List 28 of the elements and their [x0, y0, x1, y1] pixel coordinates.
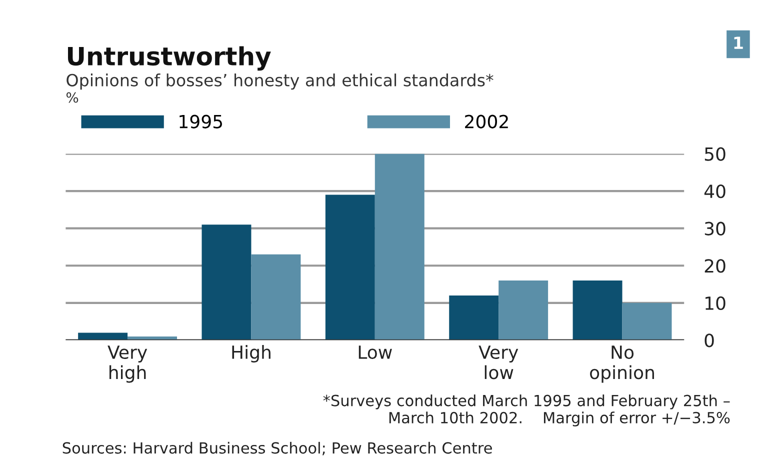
x-tick-label: Low — [358, 346, 392, 360]
bar — [622, 302, 672, 340]
x-tick-label: Very high — [108, 346, 148, 383]
legend-label: 2002 — [465, 114, 508, 128]
bar — [325, 194, 375, 340]
y-tick-label: 0 — [704, 334, 714, 348]
y-axis-title: % — [66, 92, 78, 103]
x-tick-label: Very low — [478, 346, 518, 380]
y-tick-label: 40 — [704, 184, 726, 198]
x-tick-label: High — [232, 345, 270, 363]
x-tick-label: No opinion — [590, 346, 654, 383]
bar — [251, 254, 301, 340]
y-tick-label: 30 — [704, 222, 726, 236]
bar — [572, 280, 622, 340]
y-tick-label: 10 — [706, 296, 726, 310]
bar — [374, 154, 424, 340]
chart-subtitle: Opinions of bosses’ honesty and ethical standards* — [66, 74, 494, 90]
bar — [449, 295, 499, 340]
source-note: Sources: Harvard Business School; Pew Research Centre — [62, 442, 492, 456]
text: 1 — [734, 36, 743, 49]
bar — [78, 332, 128, 340]
y-tick-label: 20 — [704, 259, 726, 273]
chart-title: Untrustworthy — [68, 46, 271, 71]
text: *Surveys conducted March 1995 and February 25th – March 10th 2002. Margin of error +/−3.5% — [323, 394, 730, 426]
bar — [202, 224, 252, 340]
legend-label: 1995 — [180, 114, 222, 128]
y-tick-label: 50 — [704, 147, 726, 161]
bar — [498, 280, 548, 340]
